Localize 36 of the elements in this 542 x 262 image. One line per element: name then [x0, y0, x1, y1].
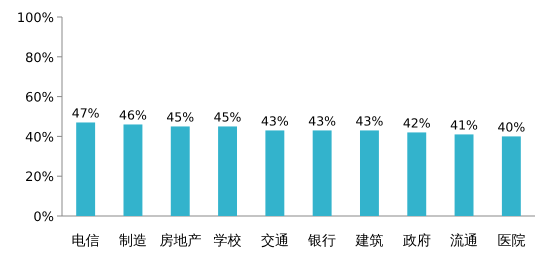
y-tick-label: 40%	[25, 130, 54, 146]
data-label: 45%	[166, 109, 194, 124]
bar	[454, 134, 474, 216]
bar	[265, 130, 284, 216]
data-label: 40%	[497, 119, 526, 134]
x-tick-label: 建筑	[354, 233, 384, 249]
y-tick-label: 100%	[16, 11, 54, 26]
x-tick-label: 流通	[450, 233, 478, 249]
data-label: 45%	[214, 109, 242, 124]
y-tick-label: 60%	[25, 90, 54, 106]
data-label: 47%	[72, 105, 100, 120]
bar	[170, 126, 190, 216]
data-label: 46%	[119, 107, 147, 122]
bar	[312, 130, 332, 216]
bar	[407, 132, 426, 216]
data-label: 42%	[402, 115, 431, 130]
x-tick-label: 银行	[307, 233, 336, 249]
x-tick-label: 医院	[497, 233, 526, 249]
data-label: 43%	[356, 113, 384, 128]
data-label: 43%	[260, 113, 289, 128]
y-tick-label: 20%	[25, 170, 54, 186]
data-label: 43%	[308, 113, 336, 128]
y-tick-label: 0%	[33, 210, 54, 225]
y-tick-label: 80%	[25, 50, 54, 66]
x-tick-label: 电信	[72, 233, 100, 249]
bar	[360, 130, 379, 216]
x-tick-label: 学校	[214, 233, 242, 249]
data-label: 41%	[450, 117, 478, 132]
x-tick-label: 政府	[402, 233, 431, 249]
bar	[502, 136, 521, 216]
bar	[123, 124, 142, 216]
x-tick-label: 制造	[118, 233, 147, 249]
x-tick-label: 房地产	[159, 233, 202, 249]
bar	[76, 122, 96, 216]
x-tick-label: 交通	[260, 233, 289, 249]
bar	[218, 126, 238, 216]
